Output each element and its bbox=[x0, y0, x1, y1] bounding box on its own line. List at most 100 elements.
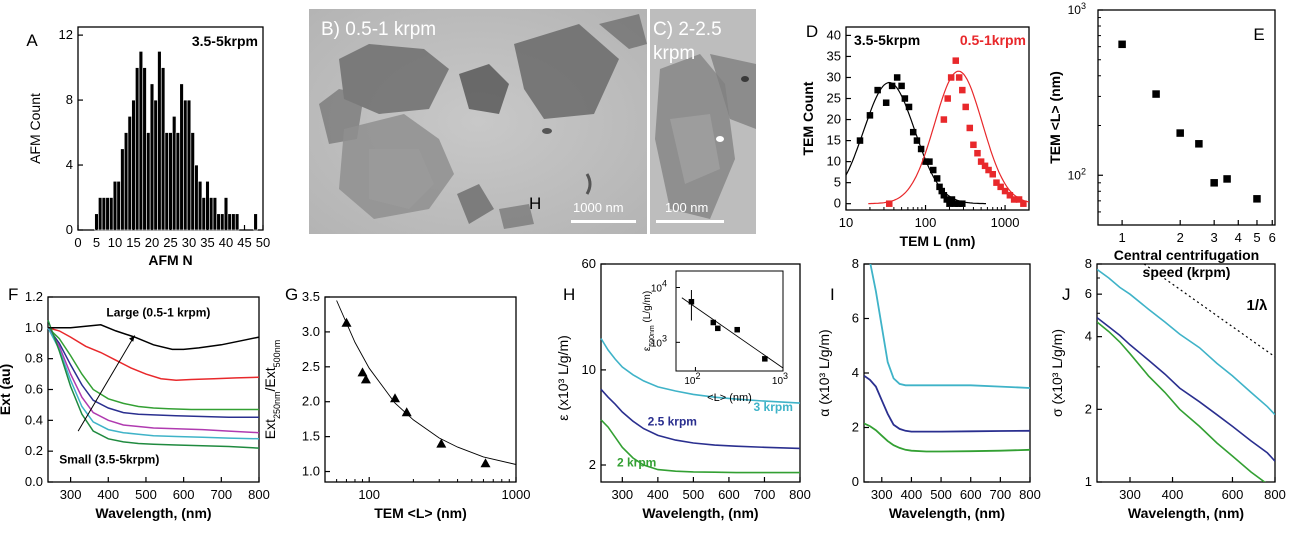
panel-d-point bbox=[882, 99, 890, 106]
panel-e-x-tick: 4 bbox=[1235, 230, 1242, 245]
panel-j-annotation: 1/λ bbox=[1247, 297, 1269, 314]
panel-d-letter: D bbox=[806, 22, 818, 41]
afm-histogram-bar bbox=[220, 213, 225, 231]
panel-j-y-tick: 2 bbox=[1085, 401, 1092, 416]
panel-d-point bbox=[929, 166, 937, 174]
panel-f-y-tick: 0.8 bbox=[25, 351, 43, 366]
panel-f-y-tick: 0.2 bbox=[25, 443, 43, 458]
panel-d-frame bbox=[845, 26, 1030, 211]
panel-f-spectrum-line bbox=[47, 319, 260, 449]
panel-g-frame bbox=[324, 296, 517, 483]
panel-d-point bbox=[955, 200, 962, 207]
panel-d-y-tick: 40 bbox=[827, 27, 841, 42]
panel-j-spectrum-line bbox=[1097, 268, 1275, 416]
panel-h-inset-point bbox=[710, 319, 717, 326]
panel-i-x-tick: 300 bbox=[871, 487, 893, 502]
panel-h-inset-x-label: <L> (nm) bbox=[707, 392, 752, 404]
panel-e-x-label-line1: Central centrifugation bbox=[1114, 247, 1259, 263]
panel-d-point bbox=[856, 137, 864, 144]
panel-h-y-tick: 10 bbox=[582, 362, 596, 377]
panel-d-point bbox=[926, 158, 933, 165]
panel-f-letter: F bbox=[8, 285, 18, 304]
panel-d-point bbox=[1010, 196, 1018, 203]
panel-f-y-tick: 1.2 bbox=[25, 289, 43, 304]
panel-i-y-tick: 0 bbox=[852, 474, 859, 489]
panel-i-y-tick: 6 bbox=[852, 311, 859, 326]
afm-histogram-bar bbox=[183, 99, 188, 231]
panel-d-point bbox=[898, 82, 905, 90]
panel-a-x-tick: 15 bbox=[126, 235, 140, 250]
panel-h-inset-x-tick: 103 bbox=[772, 371, 788, 387]
afm-histogram-bar bbox=[168, 132, 173, 231]
panel-f-label-small: Small (3.5-5krpm) bbox=[59, 453, 159, 467]
panel-e-y-tick-exp: 3 bbox=[1081, 1, 1086, 11]
panel-e-point bbox=[1152, 90, 1160, 98]
panel-d-x-tick: 1000 bbox=[991, 215, 1020, 230]
afm-histogram-bar bbox=[216, 213, 221, 231]
scale-bar-b bbox=[571, 220, 636, 223]
panel-g-y-label: Ext250nm/Ext500nm bbox=[262, 340, 282, 439]
panel-f-x-label: Wavelength, (nm) bbox=[95, 505, 211, 521]
panel-d-point bbox=[985, 166, 992, 174]
panel-d-point bbox=[933, 175, 941, 182]
panel-f-trend-arrow bbox=[77, 335, 136, 432]
panel-e-point bbox=[1253, 195, 1261, 203]
panel-e-y-tick-exp: 2 bbox=[1081, 166, 1086, 176]
panel-f-x-tick: 500 bbox=[135, 487, 157, 502]
panel-h-inset-y-tick-exp: 4 bbox=[662, 279, 667, 289]
panel-h-series-label-2: 2 krpm bbox=[617, 455, 656, 469]
panel-d-point bbox=[936, 183, 943, 191]
panel-d-point bbox=[951, 200, 959, 207]
afm-histogram-bar bbox=[146, 132, 151, 231]
panel-f-spectrum-line bbox=[47, 327, 259, 411]
afm-histogram-bar bbox=[157, 51, 162, 231]
panel-d-point bbox=[1006, 192, 1014, 199]
panel-h-inset-y-tick: 104 bbox=[651, 279, 667, 295]
panel-j-x-label: Wavelength, (nm) bbox=[1128, 505, 1244, 521]
panel-d-legend-small: 3.5-5krpm bbox=[854, 32, 920, 48]
panel-d-point bbox=[989, 170, 996, 178]
panel-g-y-tick: 2.0 bbox=[302, 394, 320, 409]
panel-d-point bbox=[993, 179, 1000, 186]
panel-g-point bbox=[357, 367, 368, 377]
panel-a-x-tick: 45 bbox=[237, 235, 251, 250]
panel-d-point bbox=[962, 103, 969, 111]
afm-histogram-bar bbox=[209, 197, 214, 231]
afm-histogram-bar bbox=[101, 197, 107, 231]
panel-d-point bbox=[997, 183, 1004, 191]
panel-j-frame bbox=[1096, 263, 1276, 483]
panel-f-y-tick: 0.6 bbox=[25, 382, 43, 397]
panel-d-point bbox=[944, 95, 951, 102]
panel-h-inset-y-tick-exp: 3 bbox=[662, 333, 667, 343]
panel-d-point bbox=[866, 112, 874, 119]
panel-h-inset-y-label-part: ε bbox=[642, 346, 653, 351]
panel-a-y-tick: 0 bbox=[66, 222, 73, 237]
panel-a-x-tick: 5 bbox=[93, 235, 100, 250]
panel-h-x-tick: 500 bbox=[683, 487, 705, 502]
panel-g-point bbox=[390, 393, 400, 403]
panel-d-point bbox=[955, 74, 963, 81]
scale-bar-label-b: 1000 nm bbox=[573, 200, 624, 215]
panel-e-frame bbox=[1097, 9, 1276, 226]
panel-j-x-tick: 400 bbox=[1162, 487, 1184, 502]
afm-histogram-bar bbox=[135, 67, 140, 231]
afm-histogram-bar bbox=[149, 83, 155, 231]
panel-h-inset-y-label: ε500nm (L/g/m) bbox=[642, 291, 656, 351]
panel-h-inset-y-label-part: 500nm bbox=[649, 325, 656, 347]
panel-e-y-label: TEM <L> (nm) bbox=[1047, 71, 1063, 164]
panel-i-y-tick: 4 bbox=[852, 365, 859, 380]
panel-d-point bbox=[1020, 200, 1027, 207]
panel-a-letter: A bbox=[26, 31, 38, 50]
panel-e-point bbox=[1210, 179, 1218, 187]
panel-h-x-tick: 400 bbox=[647, 487, 669, 502]
panel-j-y-tick: 8 bbox=[1085, 256, 1092, 271]
panel-c-label-line1: C) 2-2.5 bbox=[653, 19, 722, 40]
panel-j-y-tick: 6 bbox=[1085, 286, 1092, 301]
panel-h-x-tick: 300 bbox=[611, 487, 633, 502]
panel-d-point bbox=[905, 103, 913, 111]
panel-g-point bbox=[480, 458, 491, 468]
afm-histogram-bar bbox=[205, 180, 210, 231]
afm-histogram-bar bbox=[112, 180, 118, 231]
panel-d-point bbox=[959, 200, 966, 207]
panel-j-x-tick: 300 bbox=[1119, 487, 1141, 502]
